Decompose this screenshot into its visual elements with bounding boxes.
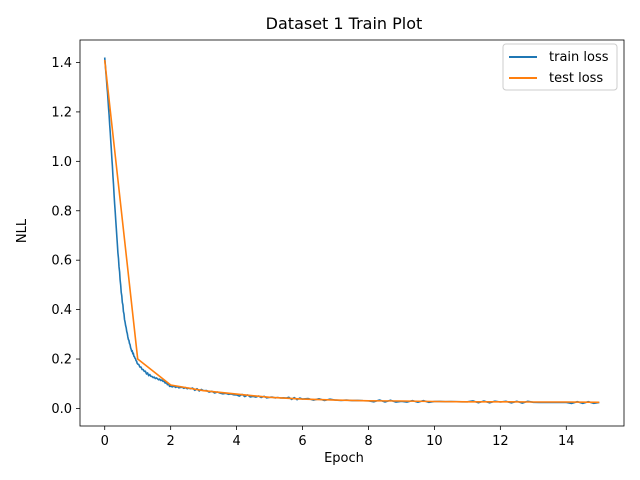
y-tick-label: 0.8: [51, 204, 72, 219]
legend-label-test-loss: test loss: [549, 71, 603, 86]
x-axis-label: Epoch: [324, 451, 364, 466]
y-axis: 0.0 0.2 0.4 0.6 0.8 1.0 1.2 1.4: [51, 56, 80, 417]
axes-frame: [79, 39, 625, 427]
axes-border: [79, 39, 625, 427]
y-axis-label: NLL: [15, 218, 30, 243]
series-layer: [103, 57, 600, 405]
series-line-test-loss: [103, 59, 600, 404]
y-tick-label: 1.0: [51, 155, 72, 170]
x-axis: 0 2 4 6 8 10 12 14: [101, 426, 575, 449]
series-line-train-loss: [103, 57, 600, 405]
y-tick-label: 0.0: [51, 402, 72, 417]
y-tick-label: 0.4: [51, 303, 72, 318]
y-tick-label: 0.6: [51, 254, 72, 269]
legend-label-train-loss: train loss: [549, 50, 609, 65]
y-tick-label: 1.4: [51, 56, 72, 71]
x-tick-label: 10: [426, 434, 443, 449]
x-tick-label: 8: [364, 434, 372, 449]
legend: train loss test loss: [502, 43, 618, 91]
x-tick-label: 6: [298, 434, 306, 449]
chart-title: Dataset 1 Train Plot: [266, 14, 423, 33]
x-tick-label: 12: [492, 434, 509, 449]
y-tick-label: 0.2: [51, 353, 72, 368]
y-tick-label: 1.2: [51, 105, 72, 120]
x-tick-label: 2: [167, 434, 175, 449]
x-tick-label: 14: [558, 434, 575, 449]
x-tick-label: 0: [101, 434, 109, 449]
x-tick-label: 4: [232, 434, 240, 449]
